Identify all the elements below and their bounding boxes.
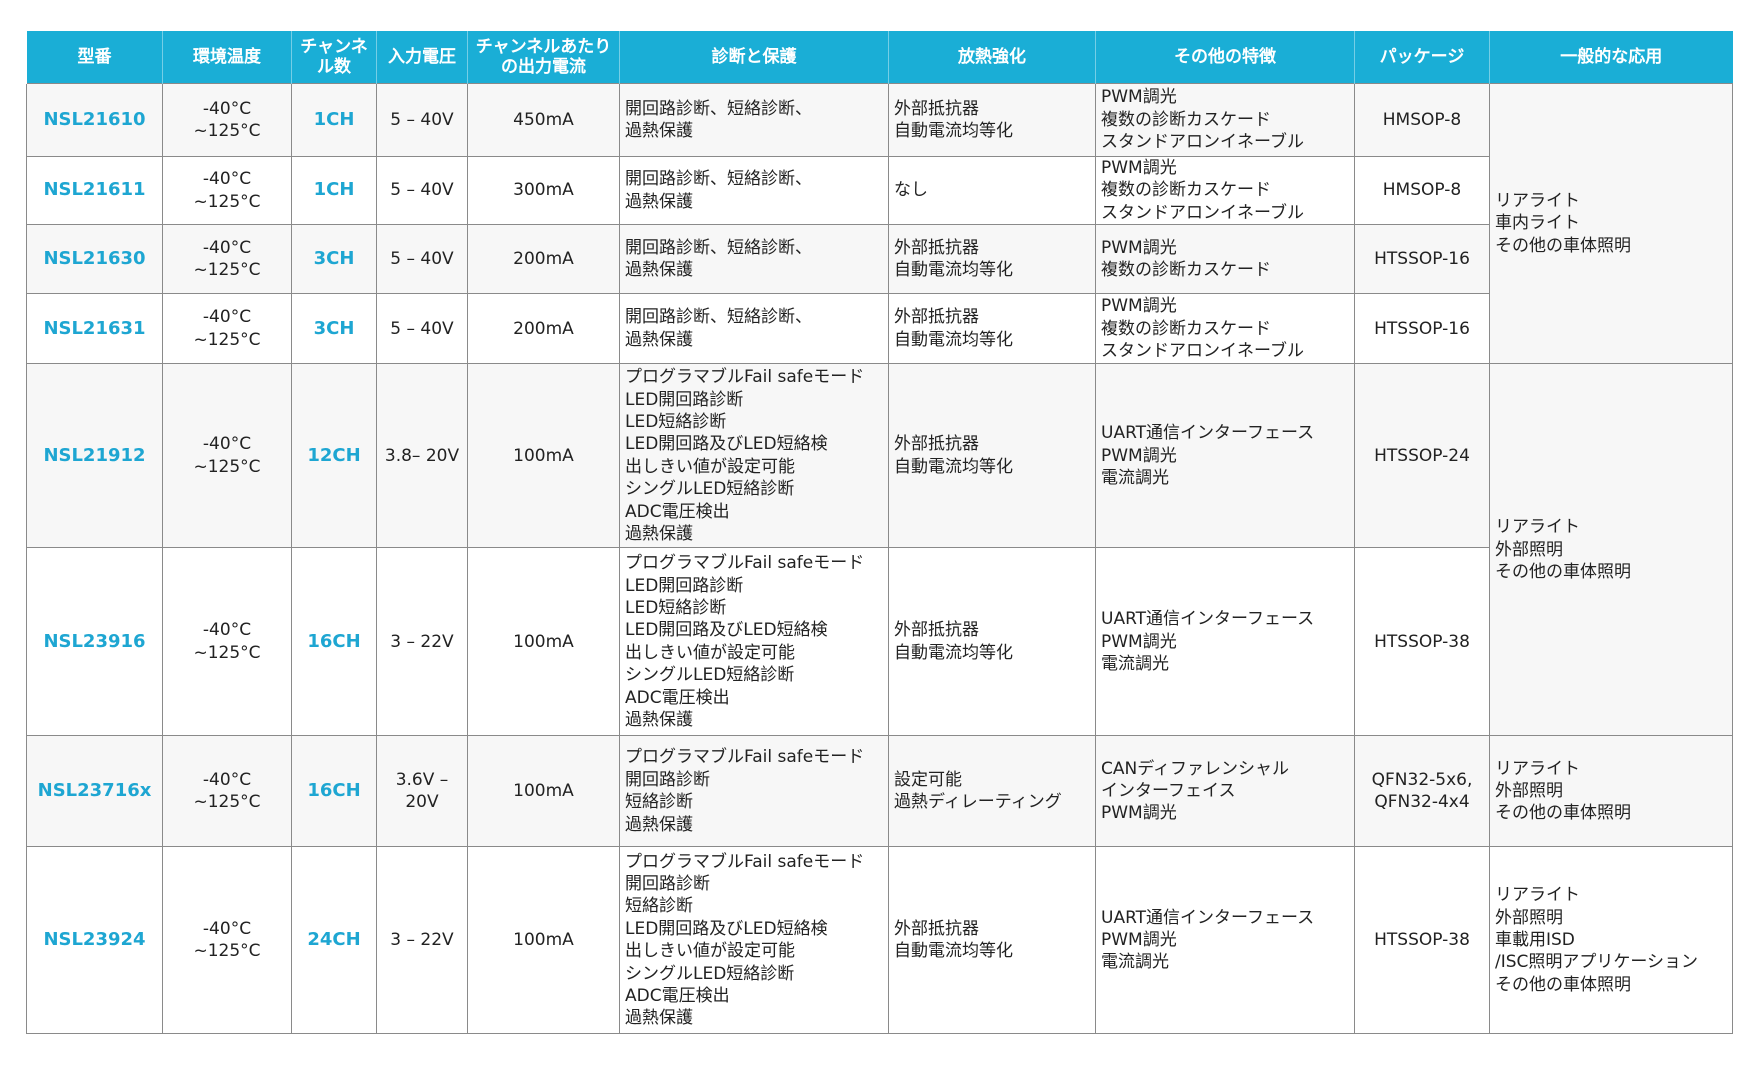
cell-pkg: HMSOP-8 [1354,83,1490,157]
cell-vin: 5 – 40V [376,293,468,365]
cell-diag: プログラマブルFail safeモード 開回路診断 短絡診断 LED開回路及びL… [619,846,889,1035]
cell-diag: プログラマブルFail safeモード 開回路診断 短絡診断 過熱保護 [619,735,889,848]
header-other-features: その他の特徴 [1095,31,1355,84]
header-diagnostics: 診断と保護 [619,31,889,84]
cell-diag: 開回路診断、短絡診断、 過熱保護 [619,224,889,295]
table-row: NSL23924 -40°C ~125°C 24CH 3 – 22V 100mA プログラ… [26,846,1733,1035]
cell-pkg: HTSSOP-38 [1354,846,1490,1035]
table-row: NSL23916 -40°C ~125°C 16CH 3 – 22V 100mA プログラ… [26,547,1733,737]
cell-applications: リアライト 外部照明 その他の車体照明 [1489,363,1733,737]
cell-thermal: 外部抵抗器 自動電流均等化 [888,846,1096,1035]
cell-pkg: HTSSOP-16 [1354,224,1490,295]
cell-iout: 300mA [467,155,620,226]
table-row: NSL21630 -40°C ~125°C 3CH 5 – 40V 200mA 開回路診断… [26,224,1733,295]
cell-model[interactable]: NSL21631 [26,293,163,365]
cell-temp: -40°C ~125°C [162,547,292,737]
cell-other: UART通信インターフェース PWM調光 電流調光 [1095,363,1355,549]
header-package: パッケージ [1354,31,1490,84]
header-model: 型番 [26,31,163,84]
header-applications: 一般的な応用 [1489,31,1733,84]
cell-applications: リアライト 外部照明 その他の車体照明 [1489,735,1733,848]
cell-pkg: HTSSOP-38 [1354,547,1490,737]
cell-diag: プログラマブルFail safeモード LED開回路診断 LED短絡診断 LED… [619,363,889,549]
cell-iout: 100mA [467,363,620,549]
cell-pkg: QFN32-5x6, QFN32-4x4 [1354,735,1490,848]
cell-temp: -40°C ~125°C [162,846,292,1035]
cell-temp: -40°C ~125°C [162,363,292,549]
header-thermal: 放熱強化 [888,31,1096,84]
product-comparison-table: 型番 環境温度 チャンネ ル数 入力電圧 チャンネルあたり の出力電流 診断と保護 放熱強化… [26,31,1733,1035]
cell-temp: -40°C ~125°C [162,83,292,157]
cell-vin: 3 – 22V [376,846,468,1035]
cell-model[interactable]: NSL21912 [26,363,163,549]
table-row: NSL21631 -40°C ~125°C 3CH 5 – 40V 200mA 開回路診断… [26,293,1733,365]
cell-iout: 100mA [467,846,620,1035]
cell-vin: 5 – 40V [376,224,468,295]
cell-thermal: 外部抵抗器 自動電流均等化 [888,224,1096,295]
cell-temp: -40°C ~125°C [162,293,292,365]
cell-ch: 1CH [291,155,377,226]
cell-model[interactable]: NSL23924 [26,846,163,1035]
cell-thermal: 設定可能 過熱ディレーティング [888,735,1096,848]
cell-ch: 3CH [291,293,377,365]
cell-model[interactable]: NSL23716x [26,735,163,848]
cell-other: PWM調光 複数の診断カスケード スタンドアロンイネーブル [1095,155,1355,226]
cell-ch: 24CH [291,846,377,1035]
cell-iout: 100mA [467,547,620,737]
cell-thermal: 外部抵抗器 自動電流均等化 [888,547,1096,737]
cell-thermal: 外部抵抗器 自動電流均等化 [888,293,1096,365]
cell-diag: 開回路診断、短絡診断、 過熱保護 [619,83,889,157]
cell-pkg: HTSSOP-16 [1354,293,1490,365]
cell-other: PWM調光 複数の診断カスケード [1095,224,1355,295]
cell-temp: -40°C ~125°C [162,155,292,226]
cell-iout: 200mA [467,293,620,365]
cell-ch: 16CH [291,735,377,848]
cell-thermal: 外部抵抗器 自動電流均等化 [888,83,1096,157]
cell-thermal: 外部抵抗器 自動電流均等化 [888,363,1096,549]
header-channels: チャンネ ル数 [291,31,377,84]
cell-model[interactable]: NSL23916 [26,547,163,737]
cell-other: PWM調光 複数の診断カスケード スタンドアロンイネーブル [1095,293,1355,365]
cell-thermal: なし [888,155,1096,226]
cell-ch: 1CH [291,83,377,157]
table-header-row: 型番 環境温度 チャンネ ル数 入力電圧 チャンネルあたり の出力電流 診断と保護 放熱強化… [26,31,1733,84]
table-row: NSL23716x -40°C ~125°C 16CH 3.6V – 20V 100mA… [26,735,1733,848]
cell-ch: 16CH [291,547,377,737]
cell-model[interactable]: NSL21610 [26,83,163,157]
cell-diag: 開回路診断、短絡診断、 過熱保護 [619,155,889,226]
cell-other: CANディファレンシャル インターフェイス PWM調光 [1095,735,1355,848]
cell-pkg: HTSSOP-24 [1354,363,1490,549]
cell-vin: 5 – 40V [376,83,468,157]
cell-temp: -40°C ~125°C [162,224,292,295]
header-temperature: 環境温度 [162,31,292,84]
cell-applications: リアライト 車内ライト その他の車体照明 [1489,82,1733,365]
cell-other: UART通信インターフェース PWM調光 電流調光 [1095,846,1355,1035]
cell-vin: 5 – 40V [376,155,468,226]
cell-ch: 12CH [291,363,377,549]
cell-ch: 3CH [291,224,377,295]
cell-iout: 450mA [467,83,620,157]
cell-iout: 200mA [467,224,620,295]
cell-pkg: HMSOP-8 [1354,155,1490,226]
cell-vin: 3.8– 20V [376,363,468,549]
cell-applications: リアライト 外部照明 車載用ISD /ISC照明アプリケーション その他の車体照… [1489,846,1733,1035]
cell-other: PWM調光 複数の診断カスケード スタンドアロンイネーブル [1095,83,1355,157]
cell-diag: 開回路診断、短絡診断、 過熱保護 [619,293,889,365]
cell-model[interactable]: NSL21630 [26,224,163,295]
header-input-voltage: 入力電圧 [376,31,468,84]
table-row: NSL21611 -40°C ~125°C 1CH 5 – 40V 300mA 開回路診断… [26,155,1733,226]
cell-temp: -40°C ~125°C [162,735,292,848]
table-row: NSL21610 -40°C ~125°C 1CH 5 – 40V 450mA 開回路診断… [26,82,1733,365]
table-row: NSL21912 -40°C ~125°C 12CH 3.8– 20V 100mA プログ… [26,363,1733,737]
cell-vin: 3.6V – 20V [376,735,468,848]
cell-vin: 3 – 22V [376,547,468,737]
cell-model[interactable]: NSL21611 [26,155,163,226]
cell-other: UART通信インターフェース PWM調光 電流調光 [1095,547,1355,737]
cell-iout: 100mA [467,735,620,848]
cell-diag: プログラマブルFail safeモード LED開回路診断 LED短絡診断 LED… [619,547,889,737]
header-output-current: チャンネルあたり の出力電流 [467,31,620,84]
